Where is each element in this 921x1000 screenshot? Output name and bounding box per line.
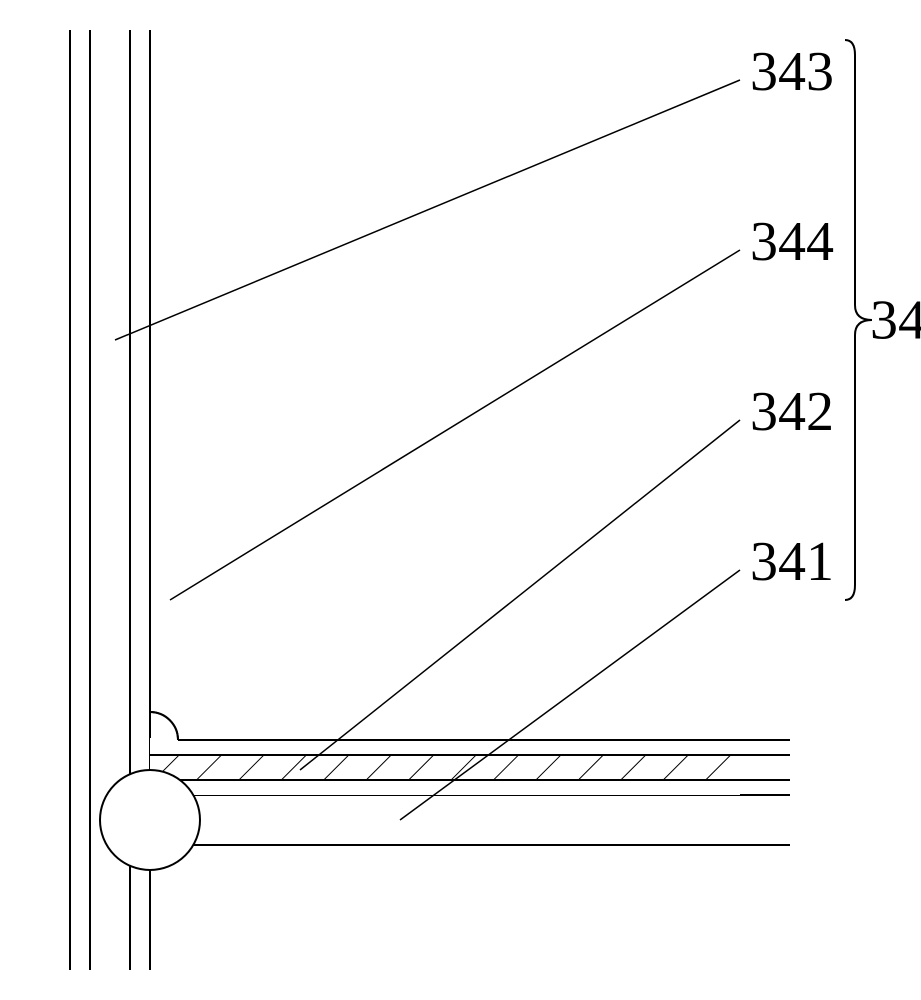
part-label-342: 342 (750, 381, 834, 443)
part-label-344: 344 (750, 211, 834, 273)
part-label-341: 341 (750, 531, 834, 593)
part-label-343: 343 (750, 41, 834, 103)
group-label-34: 34 (870, 290, 921, 352)
